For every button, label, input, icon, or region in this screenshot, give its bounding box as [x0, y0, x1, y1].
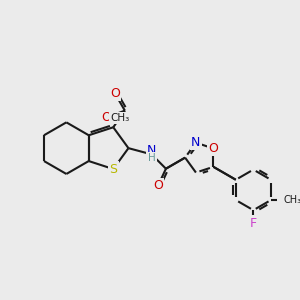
Text: O: O [208, 142, 218, 155]
Text: N: N [147, 144, 156, 157]
Text: F: F [250, 217, 257, 230]
Text: CH₃: CH₃ [110, 112, 129, 123]
Text: CH₃: CH₃ [284, 195, 300, 205]
Text: O: O [153, 179, 163, 192]
Text: O: O [101, 111, 111, 124]
Text: S: S [109, 163, 117, 176]
Text: N: N [191, 136, 201, 149]
Text: H: H [148, 153, 155, 163]
Text: O: O [110, 87, 120, 100]
